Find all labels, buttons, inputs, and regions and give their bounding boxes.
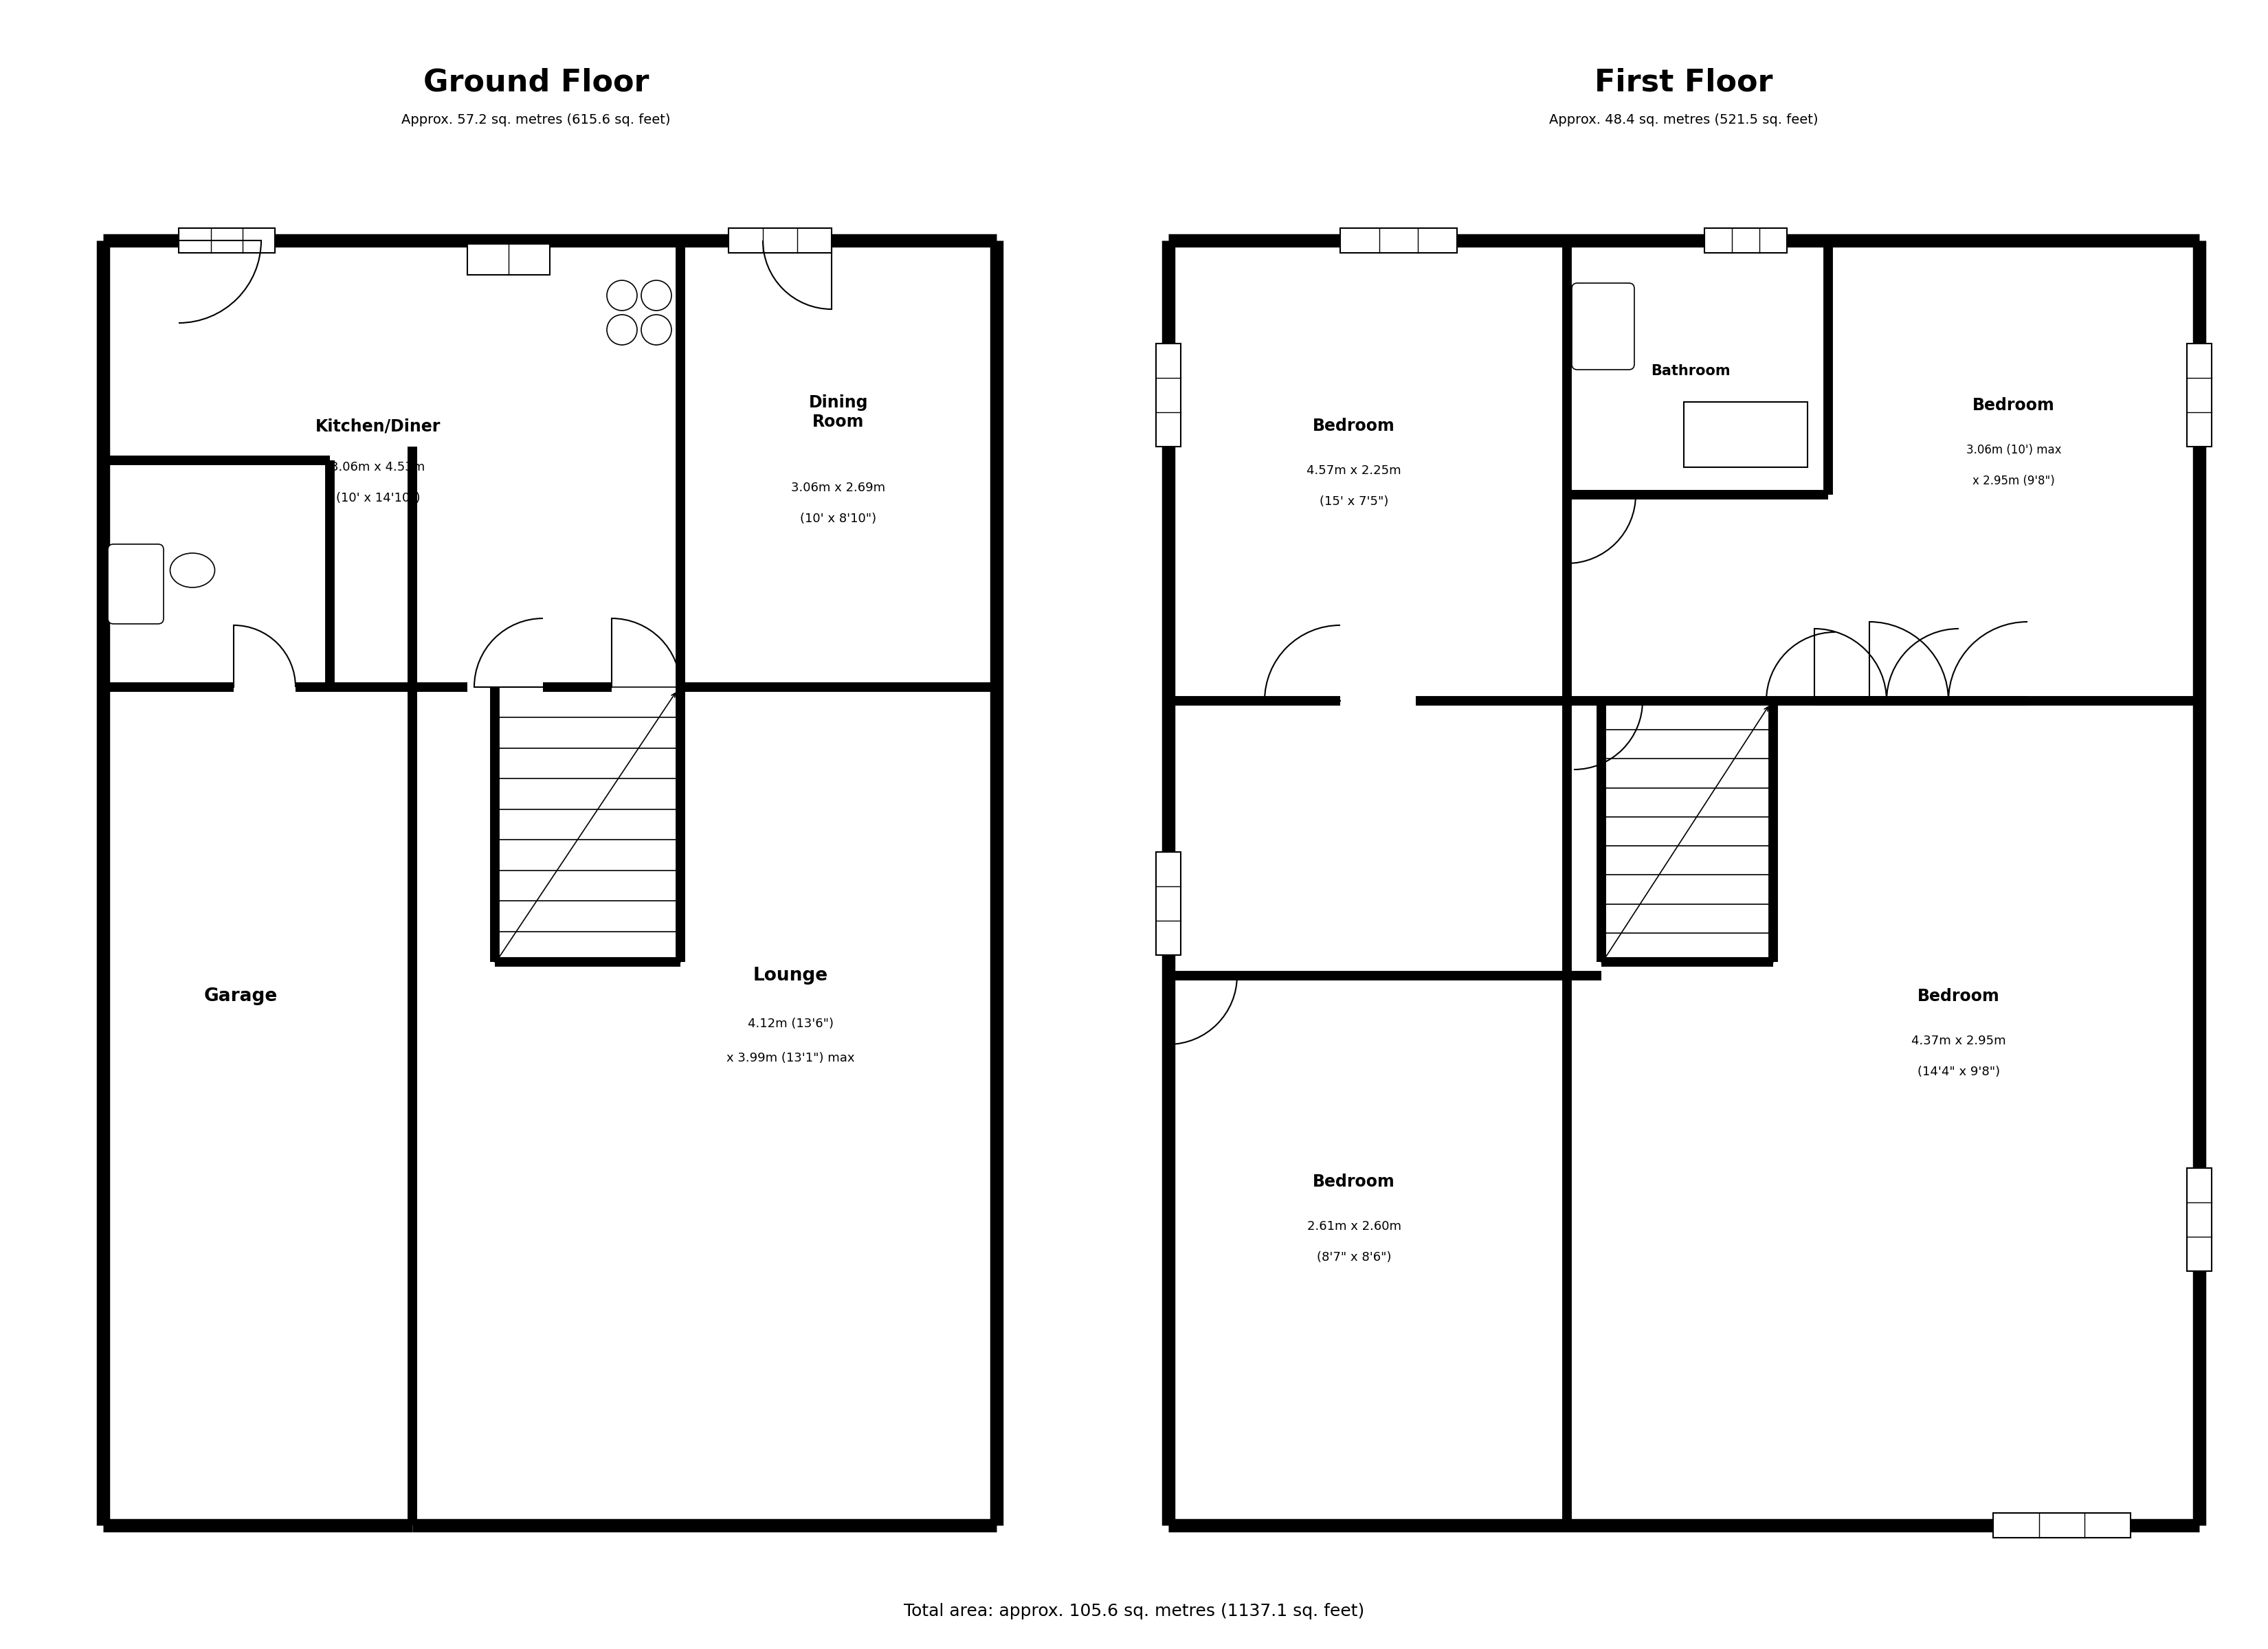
Bar <box>2186 343 2211 447</box>
Text: (10' x 14'10"): (10' x 14'10") <box>336 491 420 505</box>
Text: Kitchen/Diner: Kitchen/Diner <box>315 417 440 434</box>
Text: Dining
Room: Dining Room <box>810 394 869 430</box>
FancyBboxPatch shape <box>1572 284 1635 369</box>
Text: Garage: Garage <box>204 988 277 1006</box>
FancyBboxPatch shape <box>109 544 163 623</box>
Text: 3.06m x 2.69m: 3.06m x 2.69m <box>792 482 885 495</box>
Text: Bedroom: Bedroom <box>1313 417 1395 434</box>
Text: x 3.99m (13'1") max: x 3.99m (13'1") max <box>726 1052 855 1064</box>
Text: Approx. 57.2 sq. metres (615.6 sq. feet): Approx. 57.2 sq. metres (615.6 sq. feet) <box>401 114 671 127</box>
Text: (10' x 8'10"): (10' x 8'10") <box>801 513 878 524</box>
Bar <box>1706 228 1787 252</box>
Circle shape <box>642 280 671 310</box>
Bar <box>179 228 274 252</box>
Text: 3.06m x 4.53m: 3.06m x 4.53m <box>331 462 424 473</box>
Text: x 2.95m (9'8"): x 2.95m (9'8") <box>1973 475 2055 486</box>
Text: 4.12m (13'6"): 4.12m (13'6") <box>748 1017 832 1031</box>
Text: (8'7" x 8'6"): (8'7" x 8'6") <box>1318 1252 1390 1263</box>
Text: 3.06m (10') max: 3.06m (10') max <box>1966 444 2062 457</box>
Bar <box>1157 343 1182 447</box>
Bar <box>2186 1167 2211 1271</box>
Circle shape <box>642 315 671 345</box>
Text: (14'4" x 9'8"): (14'4" x 9'8") <box>1916 1065 2000 1078</box>
Bar <box>1994 1514 2130 1537</box>
Text: Bedroom: Bedroom <box>1916 988 2000 1004</box>
Text: Approx. 48.4 sq. metres (521.5 sq. feet): Approx. 48.4 sq. metres (521.5 sq. feet) <box>1549 114 1819 127</box>
Text: Bedroom: Bedroom <box>1313 1174 1395 1191</box>
Text: Bathroom: Bathroom <box>1651 364 1730 378</box>
Text: Bedroom: Bedroom <box>1973 397 2055 414</box>
Bar <box>1157 853 1182 955</box>
Text: Lounge: Lounge <box>753 966 828 984</box>
Bar <box>1340 228 1456 252</box>
Bar <box>1683 402 1808 467</box>
Text: 4.37m x 2.95m: 4.37m x 2.95m <box>1912 1036 2005 1047</box>
Circle shape <box>608 315 637 345</box>
Bar <box>728 228 832 252</box>
Text: Ground Floor: Ground Floor <box>424 68 649 97</box>
Circle shape <box>608 280 637 310</box>
Bar <box>467 244 549 275</box>
Text: Total area: approx. 105.6 sq. metres (1137.1 sq. feet): Total area: approx. 105.6 sq. metres (11… <box>903 1603 1365 1619</box>
Text: 4.57m x 2.25m: 4.57m x 2.25m <box>1306 465 1402 477</box>
Text: 2.61m x 2.60m: 2.61m x 2.60m <box>1306 1220 1402 1233</box>
Text: First Floor: First Floor <box>1594 68 1774 97</box>
Text: (15' x 7'5"): (15' x 7'5") <box>1320 495 1388 508</box>
